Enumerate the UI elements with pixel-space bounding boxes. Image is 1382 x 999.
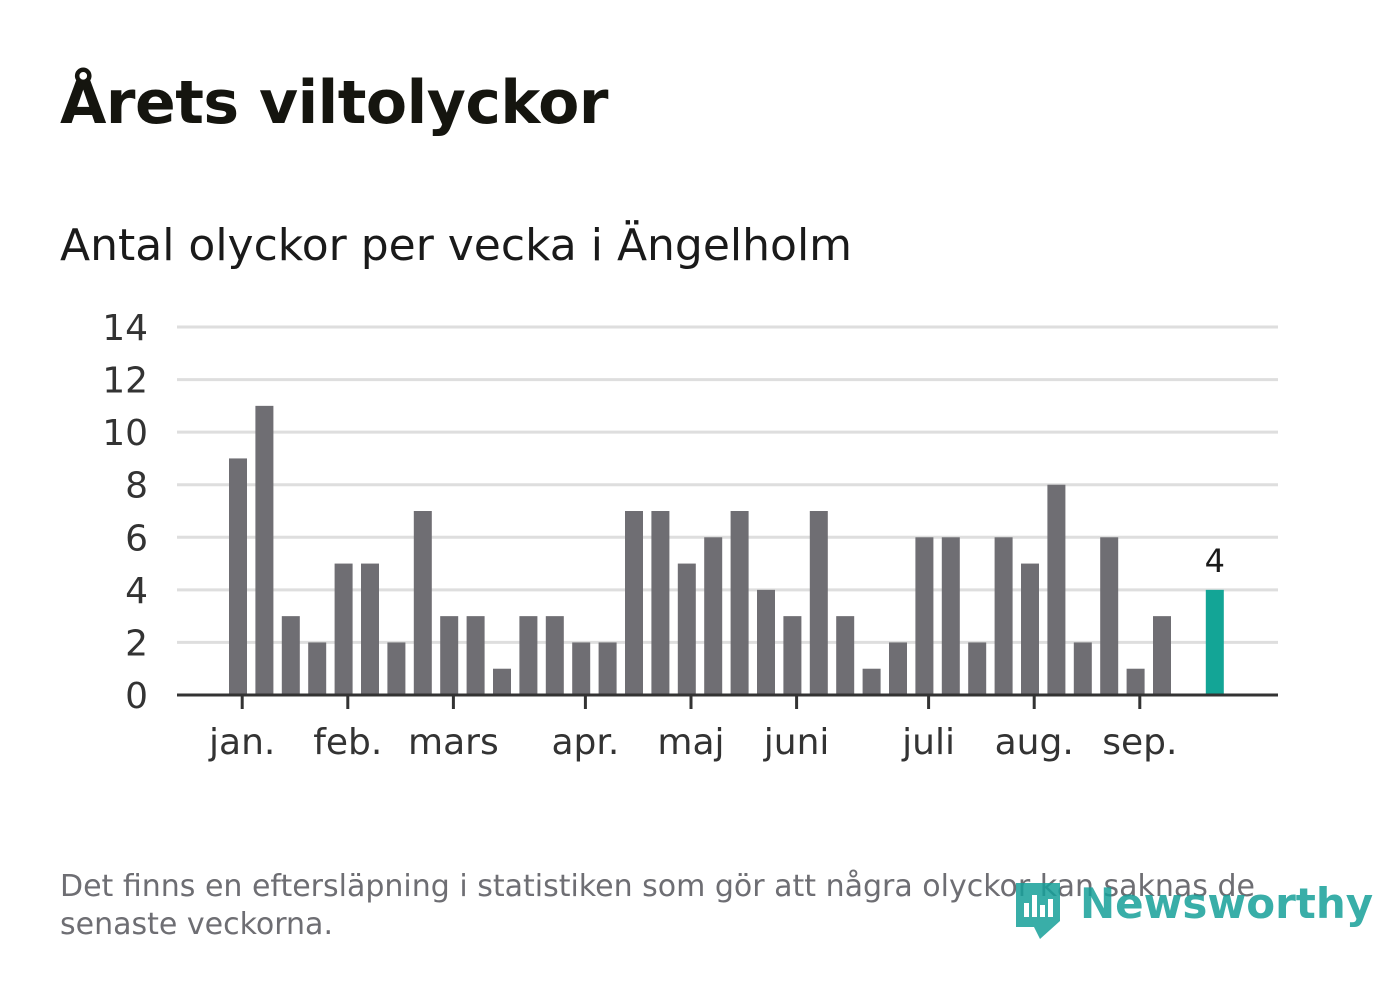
bar bbox=[519, 616, 538, 695]
bar bbox=[281, 616, 300, 695]
y-tick-label: 10 bbox=[102, 413, 148, 454]
bar-highlight bbox=[1205, 589, 1224, 695]
newsworthy-logo: Newsworthy bbox=[1010, 877, 1373, 943]
bar bbox=[1047, 484, 1066, 695]
bar bbox=[545, 616, 564, 695]
bar bbox=[809, 511, 828, 695]
bar bbox=[651, 511, 670, 695]
x-tick-label: juli bbox=[901, 722, 955, 763]
bar bbox=[413, 511, 432, 695]
bar bbox=[783, 616, 802, 695]
bar bbox=[757, 589, 775, 695]
x-tick-label: jan. bbox=[208, 722, 275, 763]
y-axis-ticks: 0 2 4 6 8 10 12 14 bbox=[102, 308, 148, 717]
bar bbox=[1100, 537, 1119, 695]
newsworthy-logo-icon bbox=[1016, 883, 1060, 939]
bar bbox=[361, 563, 379, 695]
bar bbox=[1126, 668, 1145, 695]
bar bbox=[941, 537, 960, 695]
x-tick-label: juni bbox=[763, 722, 830, 763]
bar bbox=[836, 616, 855, 695]
bar bbox=[334, 563, 353, 695]
y-tick-label: 14 bbox=[102, 308, 148, 349]
logo-text: Newsworthy bbox=[1080, 879, 1374, 928]
y-tick-label: 6 bbox=[125, 518, 148, 559]
bar bbox=[1073, 642, 1092, 695]
bar bbox=[730, 511, 749, 695]
bars: 4 bbox=[229, 405, 1225, 695]
bar-data-label: 4 bbox=[1205, 542, 1225, 580]
y-tick-label: 2 bbox=[125, 623, 148, 664]
bar bbox=[994, 537, 1013, 695]
bar bbox=[440, 616, 459, 695]
y-tick-label: 12 bbox=[102, 361, 148, 402]
bar bbox=[466, 616, 485, 695]
bar bbox=[572, 642, 591, 695]
x-tick-label: apr. bbox=[551, 722, 619, 763]
x-tick-label: aug. bbox=[995, 722, 1074, 763]
bar bbox=[308, 642, 327, 695]
bar bbox=[704, 537, 723, 695]
y-tick-label: 0 bbox=[125, 676, 148, 717]
x-tick-label: maj bbox=[657, 722, 724, 763]
bar bbox=[915, 537, 934, 695]
chart-title: Årets viltolyckor bbox=[60, 68, 609, 138]
bar bbox=[968, 642, 987, 695]
bar bbox=[862, 668, 881, 695]
bar bbox=[255, 405, 274, 695]
chart-subtitle: Antal olyckor per vecka i Ängelholm bbox=[60, 220, 853, 271]
bar bbox=[598, 642, 617, 695]
x-axis: jan. feb. mars apr. maj juni juli aug. sep. bbox=[177, 693, 1278, 763]
y-tick-label: 4 bbox=[125, 571, 148, 612]
bar bbox=[889, 642, 907, 695]
bar bbox=[1153, 616, 1171, 695]
y-tick-label: 8 bbox=[125, 466, 148, 507]
x-tick-label: mars bbox=[408, 722, 499, 763]
bar bbox=[229, 458, 247, 695]
bar bbox=[493, 668, 511, 695]
bar bbox=[1021, 563, 1039, 695]
bar bbox=[387, 642, 406, 695]
bar bbox=[677, 563, 696, 695]
x-tick-label: sep. bbox=[1102, 722, 1177, 763]
gridlines bbox=[177, 325, 1278, 644]
bar bbox=[625, 511, 643, 695]
x-tick-label: feb. bbox=[313, 722, 382, 763]
